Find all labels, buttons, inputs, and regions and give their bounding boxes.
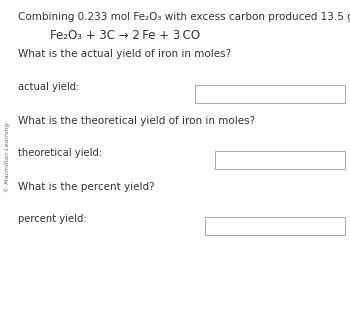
Text: What is the actual yield of iron in moles?: What is the actual yield of iron in mole… [18, 49, 231, 59]
Text: actual yield:: actual yield: [18, 82, 79, 92]
FancyBboxPatch shape [205, 217, 345, 235]
Text: percent yield:: percent yield: [18, 214, 87, 224]
Text: What is the theoretical yield of iron in moles?: What is the theoretical yield of iron in… [18, 116, 255, 126]
FancyBboxPatch shape [195, 85, 345, 103]
Text: © Macmillan Learning: © Macmillan Learning [4, 122, 10, 192]
Text: Combining 0.233 mol Fe₂O₃ with excess carbon produced 13.5 g Fe.: Combining 0.233 mol Fe₂O₃ with excess ca… [18, 12, 350, 22]
Text: theoretical yield:: theoretical yield: [18, 148, 102, 158]
FancyBboxPatch shape [215, 151, 345, 169]
Text: What is the percent yield?: What is the percent yield? [18, 182, 155, 192]
Text: Fe₂O₃ + 3C → 2 Fe + 3 CO: Fe₂O₃ + 3C → 2 Fe + 3 CO [50, 29, 200, 42]
